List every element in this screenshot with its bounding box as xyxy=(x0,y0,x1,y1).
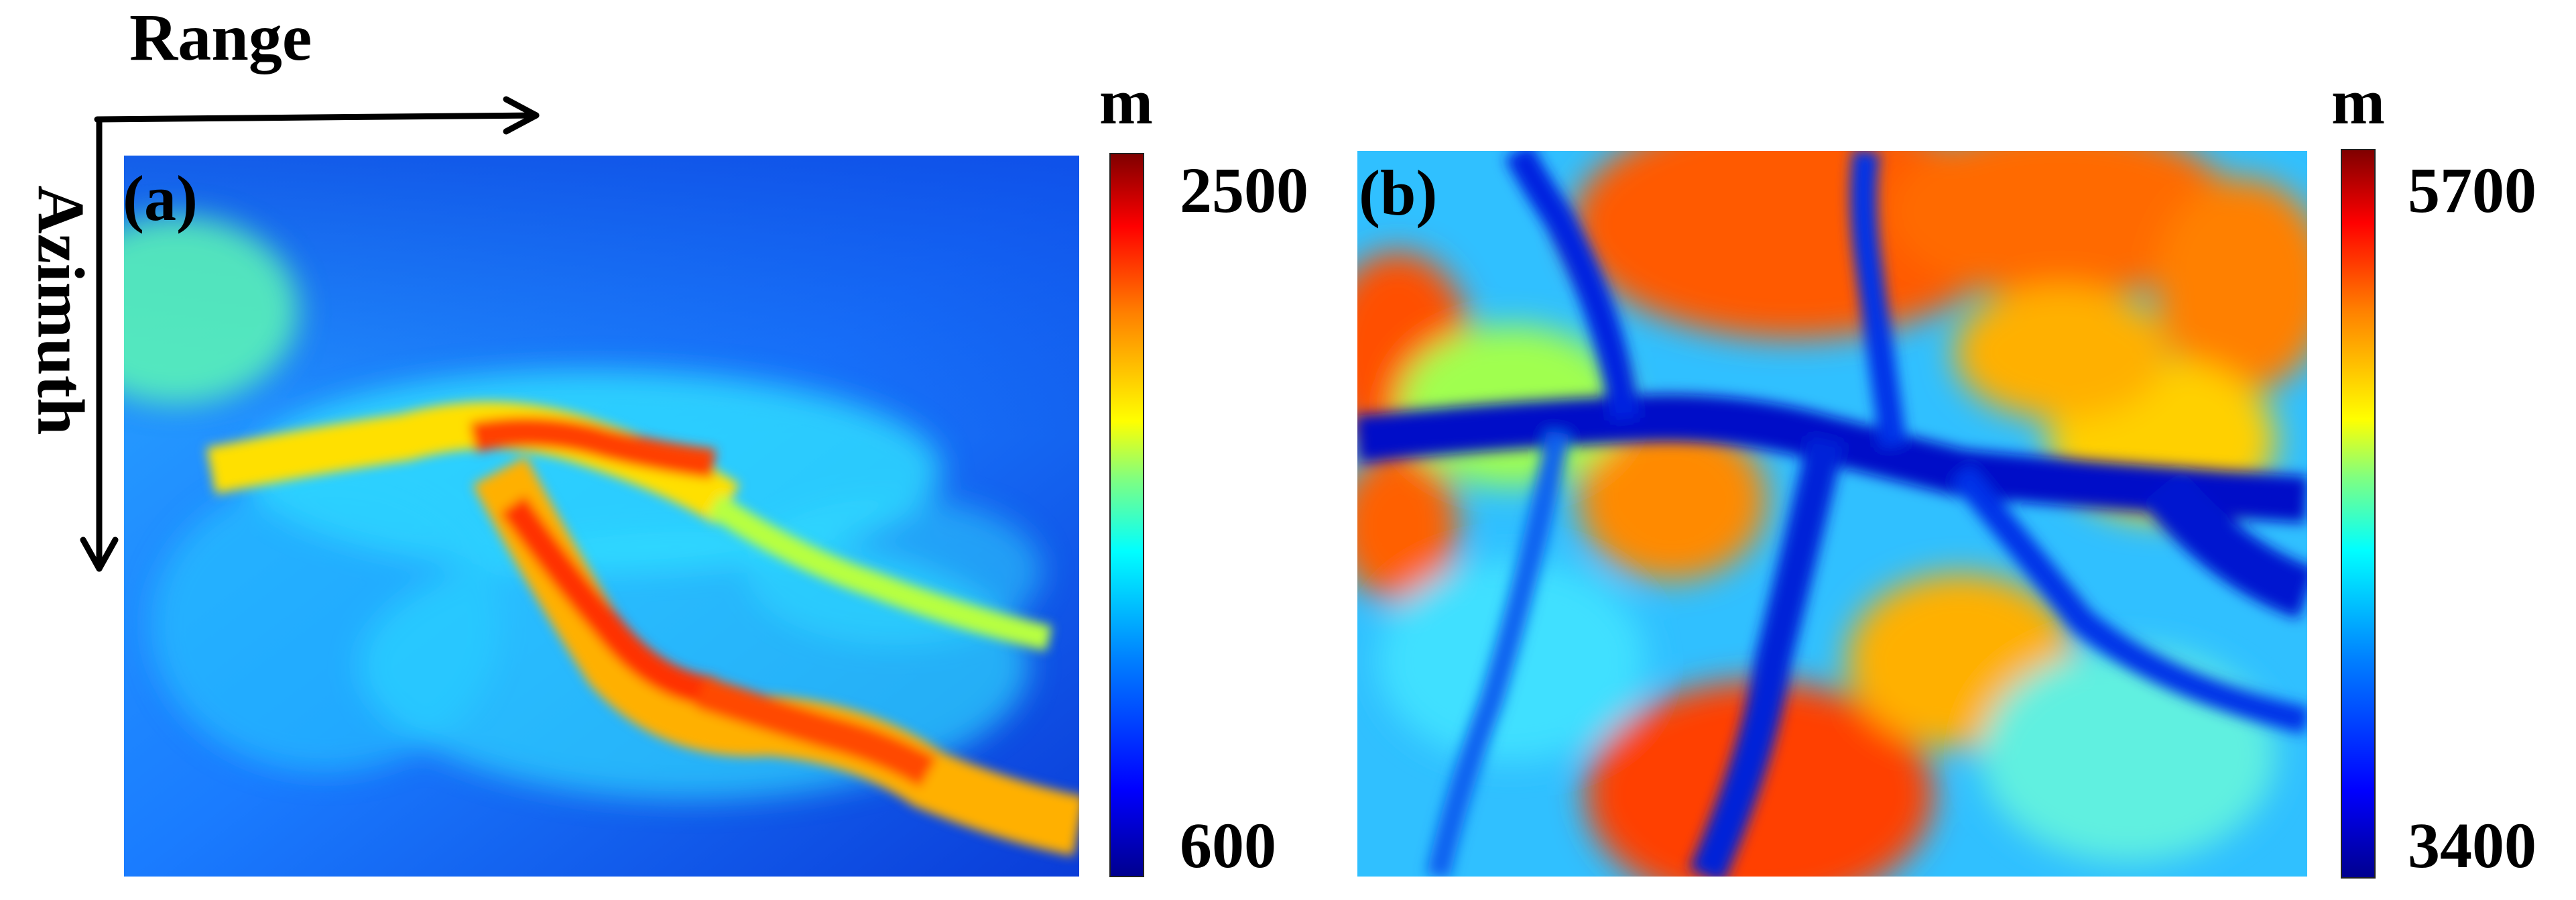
azimuth-arrowhead xyxy=(80,537,119,572)
colorbar-a xyxy=(1109,153,1144,877)
range-axis-label: Range xyxy=(129,0,312,74)
colorbar-b xyxy=(2341,149,2376,879)
colorbar-unit-a: m xyxy=(1099,66,1153,137)
colorbar-min-b: 3400 xyxy=(2408,809,2536,881)
panel-tag-b: (b) xyxy=(1359,157,1438,229)
panel-tag-a: (a) xyxy=(123,162,198,234)
range-arrow xyxy=(94,112,540,123)
colorbar-max-a: 2500 xyxy=(1180,154,1308,226)
colorbar-unit-b: m xyxy=(2331,66,2385,137)
colorbar-max-b: 5700 xyxy=(2408,154,2536,226)
elevation-map-b xyxy=(1357,151,2307,877)
range-arrowhead xyxy=(503,96,540,135)
elevation-map-a xyxy=(124,156,1079,877)
azimuth-axis-label: Azimuth xyxy=(23,185,99,435)
colorbar-min-a: 600 xyxy=(1180,809,1276,881)
